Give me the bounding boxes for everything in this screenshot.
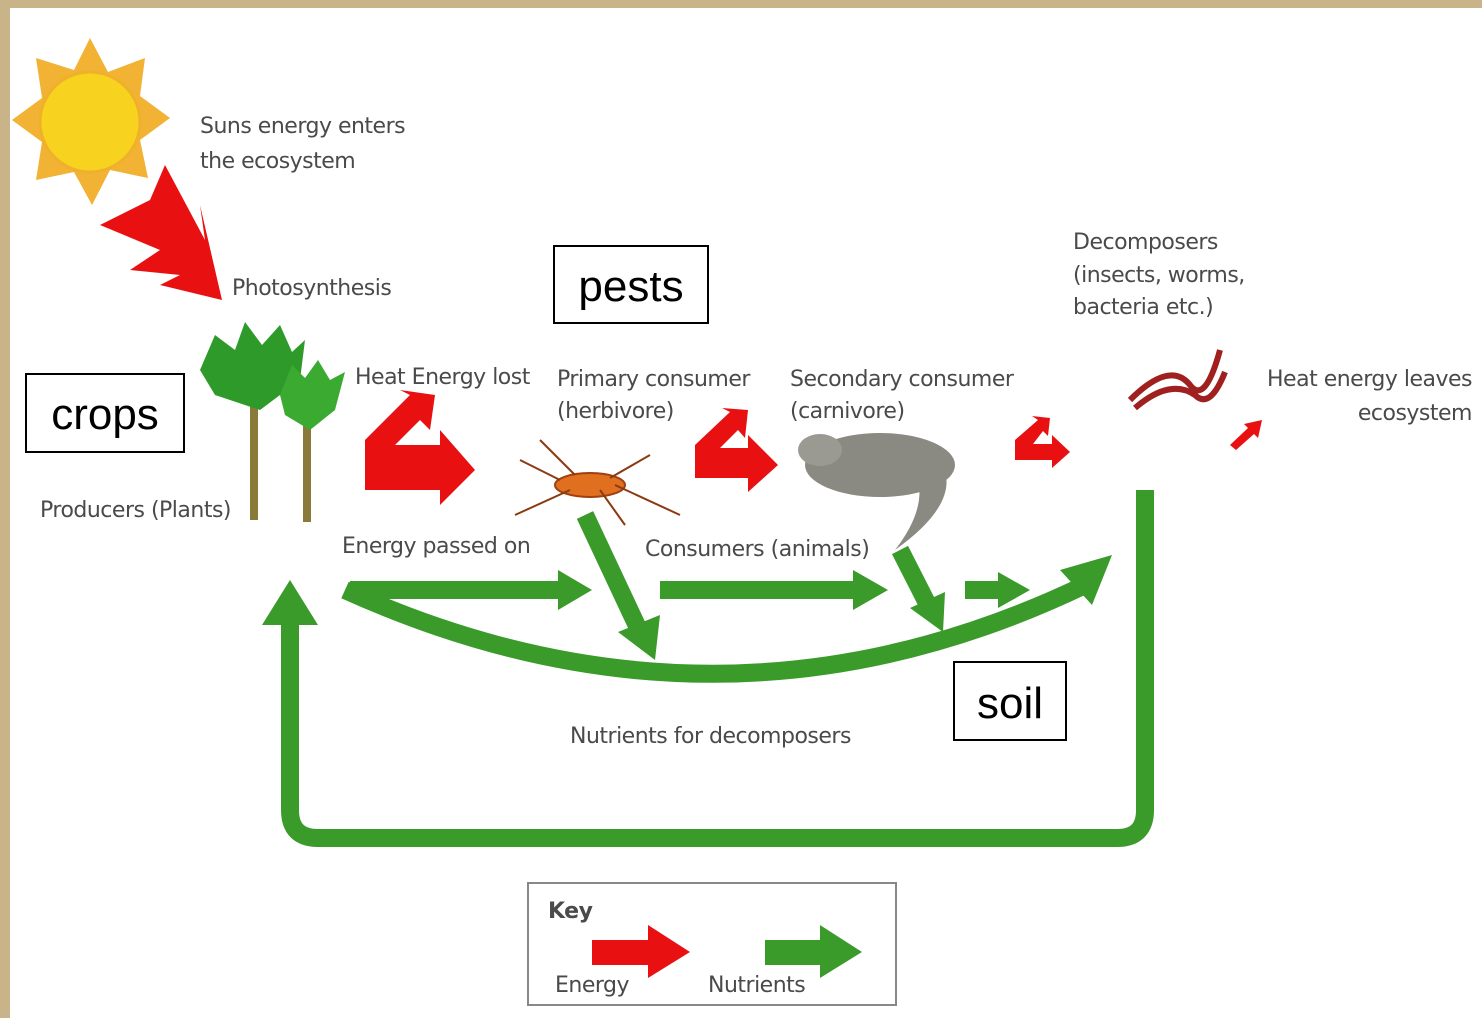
label: Heat Energy lost [355, 365, 531, 390]
key-title: Key [548, 899, 593, 924]
diagram: Suns energy enters the ecosystem Photosy… [0, 0, 1482, 1018]
box-label: pests [578, 262, 683, 311]
label: Heat energy leaves [1267, 367, 1472, 392]
label: the ecosystem [200, 149, 355, 174]
label: bacteria etc.) [1073, 295, 1213, 320]
label: Primary consumer [557, 367, 751, 392]
label: (carnivore) [790, 399, 905, 424]
label: ecosystem [1358, 401, 1472, 426]
label: Photosynthesis [232, 276, 391, 301]
box-label: crops [51, 390, 159, 439]
label: Consumers (animals) [645, 537, 869, 562]
label: Nutrients for decomposers [570, 724, 851, 749]
box-label: soil [977, 679, 1043, 728]
label: Producers (Plants) [40, 498, 231, 523]
label: (herbivore) [557, 399, 674, 424]
page: Suns energy enters the ecosystem Photosy… [0, 0, 1482, 1018]
label: Suns energy enters [200, 114, 405, 139]
label: Energy passed on [342, 534, 530, 559]
key-label: Energy [555, 973, 630, 998]
key-label: Nutrients [708, 973, 805, 998]
label: Decomposers [1073, 230, 1218, 255]
label: Secondary consumer [790, 367, 1015, 392]
label: (insects, worms, [1073, 263, 1245, 288]
